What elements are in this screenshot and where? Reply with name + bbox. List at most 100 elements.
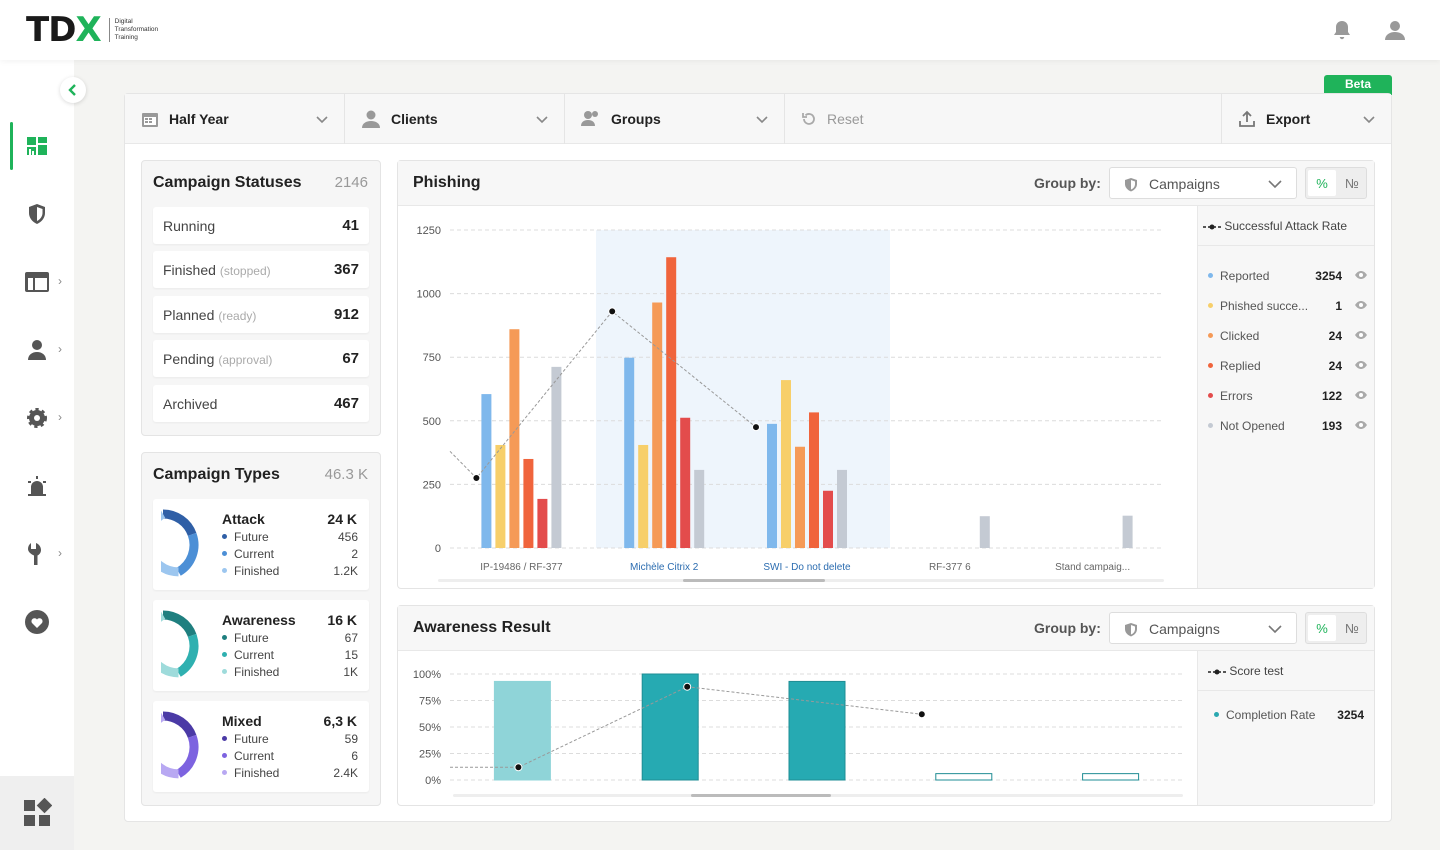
- sidebar-item-people[interactable]: ›: [0, 330, 74, 370]
- line-point[interactable]: [917, 710, 926, 719]
- bell-icon[interactable]: [1330, 18, 1354, 42]
- sidebar-collapse-button[interactable]: [60, 77, 86, 103]
- bar[interactable]: [666, 257, 677, 548]
- sub-value: 456: [337, 530, 358, 544]
- sidebar-item-tools[interactable]: ›: [0, 534, 74, 574]
- tdx-logo[interactable]: TDX Digital Transformation Training: [26, 13, 169, 47]
- legend-item[interactable]: Not Opened 193: [1208, 419, 1368, 435]
- bar[interactable]: [1122, 515, 1133, 548]
- bar[interactable]: [680, 417, 691, 548]
- bar[interactable]: [624, 357, 635, 548]
- donut-segment: [161, 712, 179, 779]
- line-point[interactable]: [683, 682, 692, 691]
- legend-value: 193: [1321, 419, 1342, 433]
- dashboard-icon: [27, 137, 47, 155]
- sidebar-item-dashboard[interactable]: [0, 126, 74, 166]
- eye-icon[interactable]: [1354, 270, 1368, 280]
- bar[interactable]: [537, 498, 548, 548]
- legend-item[interactable]: Replied 24: [1208, 359, 1368, 375]
- sidebar-item-favorites[interactable]: [0, 602, 74, 642]
- reset-button[interactable]: Reset: [785, 94, 1222, 144]
- bar[interactable]: [1082, 773, 1140, 781]
- campaign-type-card[interactable]: Mixed 6,3 K Future 59 Current 6 Finished 2.4K: [153, 701, 369, 792]
- type-sub-row: Finished 2.4K: [222, 766, 358, 780]
- attack-rate-legend[interactable]: Successful Attack Rate: [1198, 206, 1374, 246]
- bar[interactable]: [523, 458, 534, 548]
- eye-icon[interactable]: [1354, 330, 1368, 340]
- campaign-type-card[interactable]: Awareness 16 K Future 67 Current 15 Finished 1K: [153, 600, 369, 691]
- sidebar-item-layout[interactable]: ›: [0, 262, 74, 302]
- bar[interactable]: [788, 680, 846, 781]
- shield-icon: [1125, 623, 1137, 637]
- bar[interactable]: [641, 673, 699, 781]
- campaign-types-panel: Campaign Types 46.3 K Attack 24 K Future 45…: [141, 452, 381, 806]
- status-value: 912: [333, 306, 359, 323]
- bar[interactable]: [638, 444, 649, 548]
- sidebar-item-alerts[interactable]: [0, 466, 74, 506]
- bar[interactable]: [495, 444, 506, 548]
- period-dropdown[interactable]: Half Year: [125, 94, 345, 144]
- user-icon[interactable]: [1383, 18, 1407, 42]
- bar[interactable]: [694, 469, 705, 548]
- status-row[interactable]: Planned (ready) 912: [153, 296, 369, 333]
- line-point[interactable]: [752, 423, 760, 432]
- sidebar-item-security[interactable]: [0, 194, 74, 234]
- sidebar-widgets-button[interactable]: [0, 776, 74, 850]
- bar[interactable]: [837, 469, 847, 548]
- legend-item[interactable]: Reported 3254: [1208, 269, 1368, 285]
- number-toggle[interactable]: №: [1345, 620, 1359, 636]
- bar[interactable]: [795, 446, 805, 548]
- status-row[interactable]: Pending (approval) 67: [153, 340, 369, 377]
- eye-icon[interactable]: [1354, 390, 1368, 400]
- eye-icon[interactable]: [1354, 300, 1368, 310]
- scrollbar-thumb[interactable]: [691, 794, 831, 797]
- eye-icon[interactable]: [1354, 420, 1368, 430]
- sidebar-item-settings[interactable]: ›: [0, 398, 74, 438]
- type-name: Mixed: [222, 713, 262, 729]
- legend-item-completion-rate[interactable]: Completion Rate 3254: [1214, 708, 1364, 724]
- line-point[interactable]: [472, 474, 481, 483]
- bar[interactable]: [979, 516, 990, 548]
- bar[interactable]: [781, 380, 791, 548]
- line-point[interactable]: [514, 763, 523, 772]
- export-dropdown[interactable]: Export: [1222, 94, 1391, 144]
- clients-dropdown[interactable]: Clients: [345, 94, 565, 144]
- legend-item[interactable]: Errors 122: [1208, 389, 1368, 405]
- bar[interactable]: [809, 412, 819, 548]
- group-by-select[interactable]: Campaigns: [1109, 612, 1297, 644]
- scrollbar-thumb[interactable]: [683, 579, 825, 582]
- sub-label: Finished: [234, 564, 280, 578]
- number-toggle[interactable]: №: [1345, 175, 1359, 191]
- bar[interactable]: [767, 423, 777, 548]
- shield-icon: [1125, 178, 1137, 192]
- status-row[interactable]: Finished (stopped) 367: [153, 251, 369, 288]
- x-tick-label: Stand campaig...: [1055, 562, 1130, 573]
- bar[interactable]: [935, 773, 993, 781]
- status-row[interactable]: Archived 467: [153, 385, 369, 422]
- chevron-down-icon: [1363, 116, 1375, 124]
- bar[interactable]: [823, 490, 833, 548]
- status-name: Running: [163, 218, 216, 234]
- donut-segment: [176, 532, 199, 576]
- legend-dot: [222, 551, 227, 557]
- line-point[interactable]: [608, 307, 617, 316]
- chevron-left-icon: [68, 84, 76, 96]
- bar[interactable]: [493, 680, 551, 781]
- score-test-legend[interactable]: Score test: [1198, 651, 1374, 691]
- campaign-statuses-total: 2146: [334, 174, 368, 191]
- legend-item[interactable]: Phished succe... 1: [1208, 299, 1368, 315]
- percent-toggle[interactable]: %: [1308, 170, 1336, 196]
- eye-icon[interactable]: [1354, 360, 1368, 370]
- percent-toggle[interactable]: %: [1308, 615, 1336, 641]
- group-by-select[interactable]: Campaigns: [1109, 167, 1297, 199]
- groups-dropdown[interactable]: Groups: [565, 94, 785, 144]
- bar[interactable]: [551, 366, 562, 548]
- campaign-type-card[interactable]: Attack 24 K Future 456 Current 2 Finished 1.2K: [153, 499, 369, 590]
- bar[interactable]: [652, 302, 663, 548]
- bar[interactable]: [509, 329, 520, 548]
- legend-dot: [222, 669, 227, 675]
- status-row[interactable]: Running 41: [153, 207, 369, 244]
- bar[interactable]: [481, 394, 492, 548]
- sub-label: Current: [234, 547, 275, 561]
- legend-item[interactable]: Clicked 24: [1208, 329, 1368, 345]
